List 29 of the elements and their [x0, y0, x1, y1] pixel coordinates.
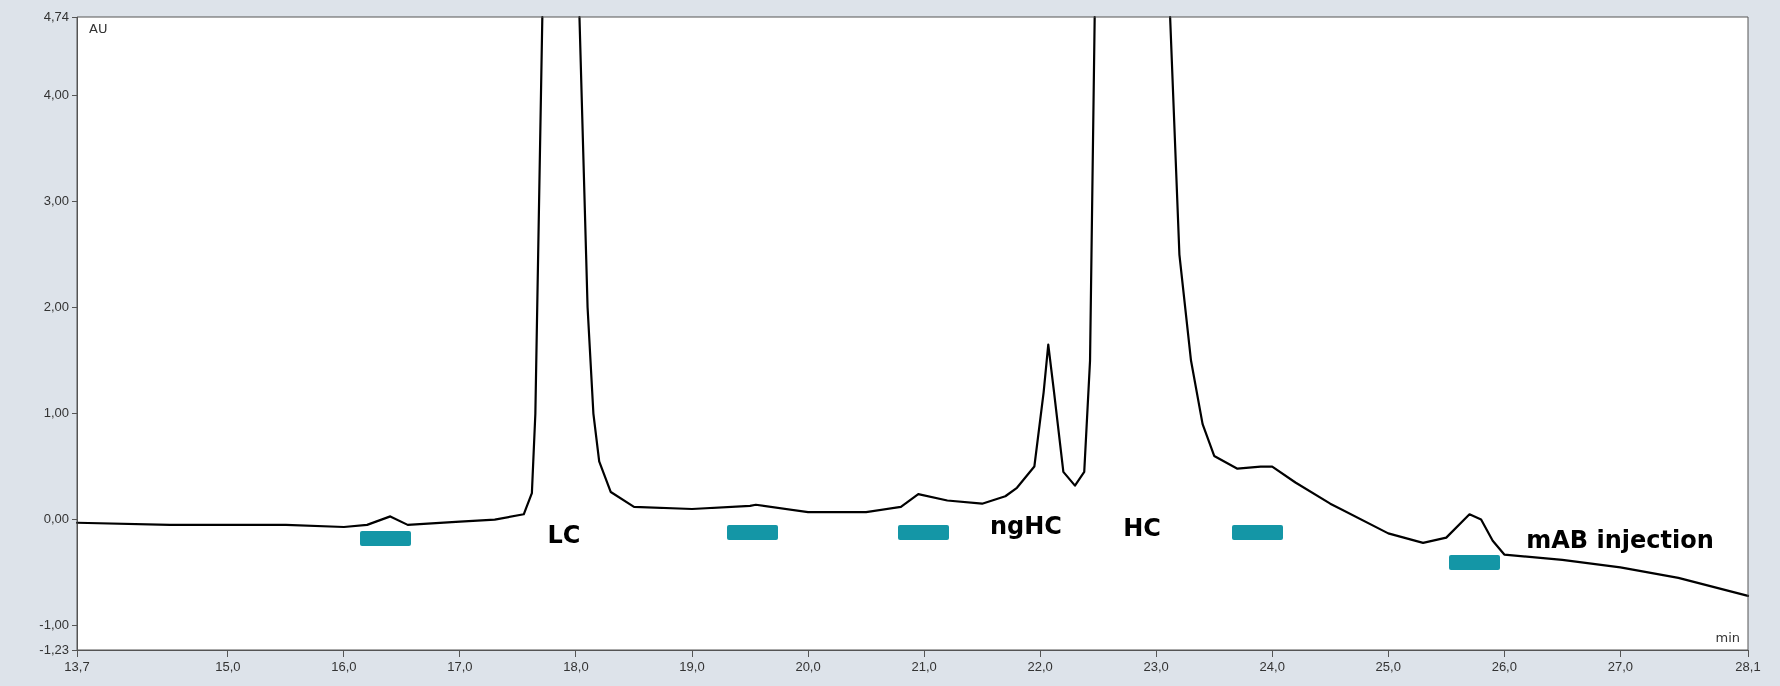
x-tick-label: 20,0	[795, 659, 821, 675]
x-tick-label: 18,0	[563, 659, 589, 675]
y-tick-label: -1,00	[39, 617, 69, 633]
x-tick-label: 16,0	[331, 659, 357, 675]
x-tick-label: 19,0	[679, 659, 705, 675]
y-tick-label: 0,00	[43, 511, 69, 527]
y-axis-title: AU	[89, 20, 108, 36]
y-tick-label: 3,00	[43, 193, 69, 209]
x-tick-label: 25,0	[1375, 659, 1401, 675]
x-tick-label: 23,0	[1143, 659, 1169, 675]
annotation: mAB injection	[1526, 526, 1714, 555]
x-tick-label: 15,0	[215, 659, 241, 675]
annotation: HC	[1123, 514, 1161, 543]
x-tick-label: 17,0	[447, 659, 473, 675]
x-tick-label: 27,0	[1607, 659, 1634, 675]
x-tick-label: 26,0	[1491, 659, 1517, 675]
y-tick-label: 1,00	[43, 405, 69, 421]
annotation: LC	[547, 521, 581, 550]
x-tick-label: 13,7	[64, 659, 90, 675]
x-tick-label: 24,0	[1259, 659, 1285, 675]
x-tick-label: 28,1	[1735, 659, 1761, 675]
y-tick-label: 4,74	[43, 8, 69, 24]
annotation: ngHC	[990, 512, 1062, 541]
x-tick-label: 21,0	[911, 659, 937, 675]
x-tick-label: 22,0	[1027, 659, 1053, 675]
y-tick-label: 4,00	[43, 87, 69, 103]
y-tick-label: -1,23	[39, 641, 69, 657]
y-tick-label: 2,00	[43, 299, 69, 315]
x-axis-title: min	[1715, 629, 1740, 645]
